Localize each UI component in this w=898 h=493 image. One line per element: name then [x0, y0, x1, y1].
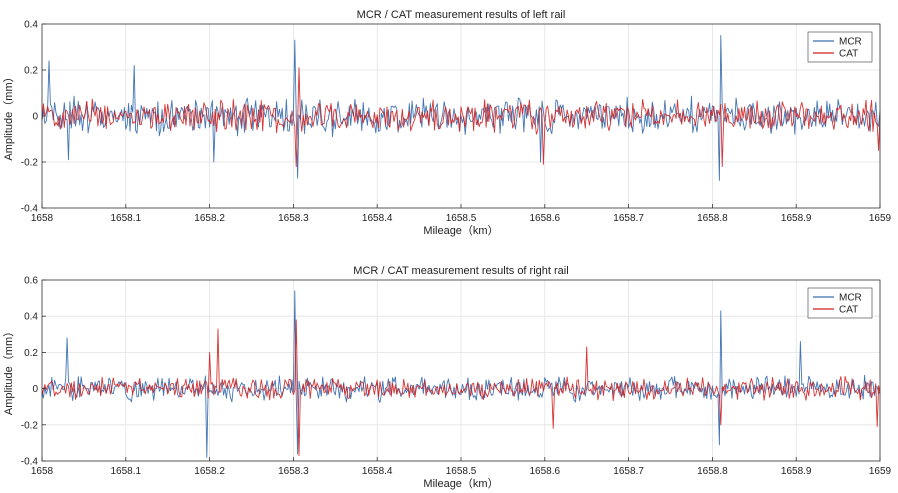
x-axis-label: Mileage（km）	[423, 477, 498, 490]
legend-label-mcr: MCR	[839, 293, 862, 304]
x-tick-label: 1658.5	[446, 466, 477, 477]
x-tick-label: 1658	[31, 213, 54, 224]
x-tick-label: 1658.3	[278, 213, 309, 224]
x-tick-label: 1658.5	[446, 213, 477, 224]
x-tick-label: 1658	[31, 466, 54, 477]
y-tick-label: 0.6	[24, 276, 38, 287]
x-tick-label: 1658.2	[194, 213, 225, 224]
x-tick-label: 1658.6	[530, 466, 561, 477]
series-line-mcr	[41, 35, 881, 181]
chart-panel-1: 1658 1658.1 1658.2 1658.3 1658.4 1658.5 1658.6…	[2, 9, 892, 237]
x-tick-label: 1658.8	[697, 213, 728, 224]
legend-label-cat: CAT	[839, 49, 858, 60]
series-line-cat	[41, 319, 881, 457]
y-tick-label: -0.4	[21, 204, 39, 215]
y-axis-label: Amplitude（mm）	[2, 71, 15, 160]
x-tick-label: 1658.1	[111, 466, 142, 477]
y-tick-label: 0.2	[24, 348, 38, 359]
y-tick-label: 0	[32, 112, 38, 123]
x-axis-label: Mileage（km）	[423, 224, 498, 237]
x-tick-label: 1659	[869, 466, 892, 477]
x-tick-label: 1658.9	[781, 466, 812, 477]
x-tick-label: 1658.4	[362, 466, 393, 477]
x-tick-label: 1658.8	[697, 466, 728, 477]
y-tick-label: 0.4	[24, 312, 38, 323]
x-tick-label: 1658.9	[781, 213, 812, 224]
legend-box	[807, 287, 873, 319]
x-tick-label: 1658.2	[194, 466, 225, 477]
x-tick-label: 1658.7	[613, 466, 644, 477]
y-axis-label: Amplitude（mm）	[2, 326, 15, 415]
y-tick-label: -0.2	[21, 158, 39, 169]
x-tick-label: 1658.6	[530, 213, 561, 224]
y-tick-label: 0.2	[24, 66, 38, 77]
x-tick-label: 1658.4	[362, 213, 393, 224]
x-tick-label: 1658.1	[111, 213, 142, 224]
legend-label-cat: CAT	[839, 305, 858, 316]
legend-label-mcr: MCR	[839, 37, 862, 48]
y-tick-label: -0.2	[21, 420, 39, 431]
chart-title: MCR / CAT measurement results of right r…	[353, 265, 568, 277]
y-tick-label: -0.4	[21, 457, 39, 468]
chart-panel-2: 1658 1658.1 1658.2 1658.3 1658.4 1658.5 1658.6…	[2, 265, 892, 490]
y-tick-label: 0.4	[24, 20, 38, 31]
legend-box	[807, 31, 873, 63]
series-line-cat	[41, 67, 881, 168]
y-tick-label: 0	[32, 384, 38, 395]
x-tick-label: 1659	[869, 213, 892, 224]
chart-title: MCR / CAT measurement results of left ra…	[357, 9, 566, 21]
x-tick-label: 1658.7	[613, 213, 644, 224]
x-tick-label: 1658.3	[278, 466, 309, 477]
